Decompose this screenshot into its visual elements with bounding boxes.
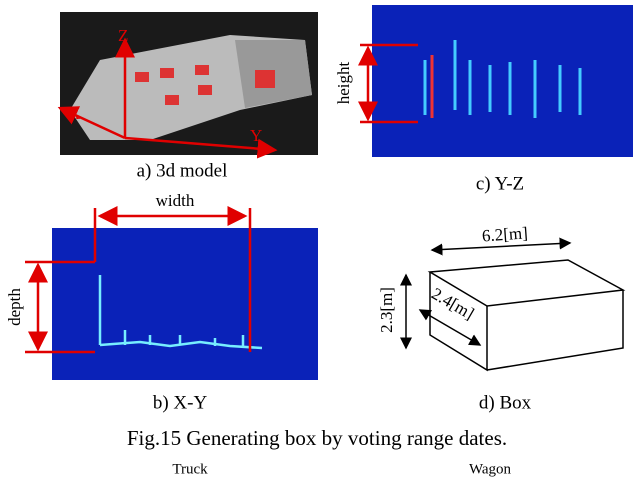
height-label: 2.3[m] — [377, 287, 396, 333]
panel-x-y: width depth b) X-Y — [5, 191, 318, 413]
figure-caption: Fig.15 Generating box by voting range da… — [127, 426, 507, 450]
panel-caption: b) X-Y — [153, 392, 208, 413]
panel-box: 6.2[m] 2.3[m] 2.4[m] d) Box — [377, 223, 623, 413]
length-label: 6.2[m] — [481, 223, 528, 245]
width-label: width — [156, 191, 195, 210]
image-background — [372, 5, 633, 157]
panel-caption: d) Box — [479, 392, 532, 413]
panel-caption: c) Y-Z — [476, 173, 524, 194]
axis-label: X — [68, 104, 80, 123]
axis-label: Y — [250, 126, 262, 145]
panel-y-z: height c) Y-Z — [334, 5, 633, 194]
image-background — [52, 228, 318, 380]
width-label: 2.4[m] — [428, 284, 477, 323]
height-label: height — [334, 61, 353, 104]
sublabel: Wagon — [469, 461, 512, 477]
figure: X Y Z a) 3d model height c) Y-Z w — [0, 0, 635, 484]
panel-3d-model: X Y Z a) 3d model — [60, 12, 318, 181]
sublabel: Truck — [172, 461, 208, 477]
panel-caption: a) 3d model — [137, 160, 228, 181]
depth-label: depth — [5, 288, 24, 326]
axis-label: Z — [118, 26, 128, 45]
box-front — [487, 290, 623, 370]
